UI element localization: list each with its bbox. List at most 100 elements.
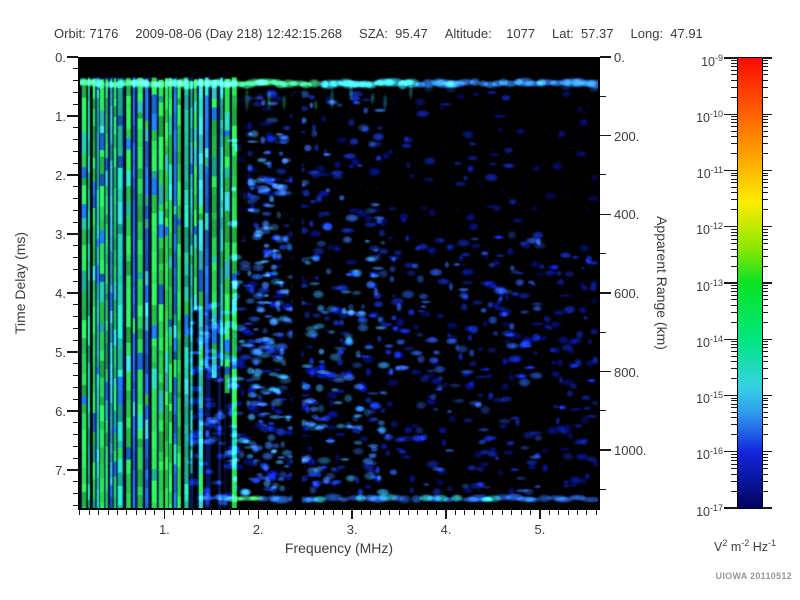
range-tick-label: 1000. (614, 443, 647, 459)
colorbar-minor-tick (763, 299, 768, 301)
y-minor-tick (72, 103, 78, 105)
colorbar-major-tick (763, 57, 772, 59)
x-minor-tick (426, 510, 428, 515)
colorbar-minor-tick (763, 285, 768, 287)
colorbar-decade-label: 10-15 (696, 390, 723, 407)
colorbar-minor-tick (731, 287, 737, 289)
colorbar-minor-tick (763, 74, 768, 76)
colorbar-decade-label: 10-12 (696, 221, 723, 238)
colorbar-minor-tick (731, 459, 737, 461)
x-minor-tick (88, 510, 90, 515)
range-minor-tick (600, 95, 606, 97)
colorbar-minor-tick (731, 122, 737, 124)
x-minor-tick (558, 510, 560, 515)
x-major-tick (445, 510, 447, 519)
y-minor-tick (72, 139, 78, 141)
range-major-tick (600, 56, 611, 58)
x-minor-tick (332, 510, 334, 515)
colorbar-minor-tick (731, 456, 737, 458)
range-major-tick (600, 213, 611, 216)
colorbar-minor-tick (763, 175, 768, 177)
colorbar-minor-tick (763, 407, 768, 409)
colorbar-minor-tick (763, 86, 768, 88)
x-minor-tick (238, 510, 240, 515)
x-minor-tick (464, 510, 466, 515)
x-minor-tick (295, 510, 297, 515)
colorbar-minor-tick (763, 294, 768, 296)
x-minor-tick (576, 510, 578, 515)
colorbar-minor-tick (731, 143, 737, 145)
x-minor-tick (285, 510, 287, 515)
colorbar-minor-tick (763, 96, 768, 98)
x-minor-tick (304, 510, 306, 515)
y-minor-tick (72, 280, 78, 282)
colorbar-minor-tick (731, 351, 737, 353)
y-minor-tick (72, 91, 78, 93)
x-major-tick (351, 510, 353, 519)
x-minor-tick (530, 510, 532, 515)
colorbar-minor-tick (731, 304, 737, 306)
x-minor-tick (267, 510, 269, 515)
colorbar-minor-tick (731, 424, 737, 426)
y-major-tick (67, 233, 78, 235)
colorbar-decade-label: 10-16 (696, 446, 723, 463)
range-tick-label: 200. (614, 128, 640, 144)
colorbar-minor-tick (731, 172, 737, 174)
x-minor-tick (501, 510, 503, 515)
colorbar-minor-tick (731, 62, 737, 64)
colorbar-decade-label: 10-14 (696, 333, 723, 350)
colorbar-minor-tick (763, 243, 768, 245)
colorbar-minor-tick (763, 311, 768, 313)
y-minor-tick (72, 386, 78, 388)
range-major-tick (600, 449, 611, 451)
colorbar-minor-tick (763, 463, 768, 465)
y-major-tick (67, 56, 78, 58)
colorbar-decade-label: 10-9 (701, 52, 723, 69)
colorbar-minor-tick (731, 344, 737, 346)
y-minor-tick (72, 492, 78, 494)
x-tick-label: 4. (440, 522, 452, 537)
colorbar-minor-tick (763, 473, 768, 475)
y-major-tick (67, 115, 78, 117)
x-minor-tick (276, 510, 278, 515)
colorbar (737, 57, 763, 509)
colorbar-major-tick (724, 507, 737, 509)
colorbar-minor-tick (763, 172, 768, 174)
x-minor-tick (417, 510, 419, 515)
colorbar-minor-tick (731, 299, 737, 301)
title-segment-0: Orbit: 7176 (54, 26, 119, 41)
x-minor-tick (173, 510, 175, 515)
x-minor-tick (116, 510, 118, 515)
colorbar-minor-tick (731, 199, 737, 201)
x-minor-tick (107, 510, 109, 515)
x-minor-tick (323, 510, 325, 515)
title-bar: Orbit: 7176 2009-08-06 (Day 218) 12:42:15… (54, 26, 794, 41)
colorbar-major-tick (763, 338, 772, 340)
y-major-tick (67, 174, 78, 176)
colorbar-minor-tick (731, 347, 737, 349)
colorbar-gradient (738, 58, 762, 508)
x-minor-tick (201, 510, 203, 515)
x-minor-tick (492, 510, 494, 515)
y-minor-tick (72, 398, 78, 400)
colorbar-minor-tick (731, 182, 737, 184)
x-minor-tick (210, 510, 212, 515)
colorbar-minor-tick (731, 417, 737, 419)
colorbar-minor-tick (763, 186, 768, 188)
x-minor-tick (483, 510, 485, 515)
colorbar-minor-tick (763, 66, 768, 68)
colorbar-minor-tick (763, 397, 768, 399)
colorbar-minor-tick (731, 60, 737, 62)
colorbar-minor-tick (763, 453, 768, 455)
colorbar-minor-tick (731, 378, 737, 380)
colorbar-minor-tick (763, 344, 768, 346)
x-minor-tick (342, 510, 344, 515)
colorbar-minor-tick (731, 265, 737, 267)
colorbar-major-tick (763, 507, 772, 509)
colorbar-decade-label: 10-17 (696, 502, 723, 519)
colorbar-minor-tick (763, 238, 768, 240)
colorbar-minor-tick (763, 228, 768, 230)
colorbar-minor-tick (763, 116, 768, 118)
range-major-tick (600, 134, 611, 137)
